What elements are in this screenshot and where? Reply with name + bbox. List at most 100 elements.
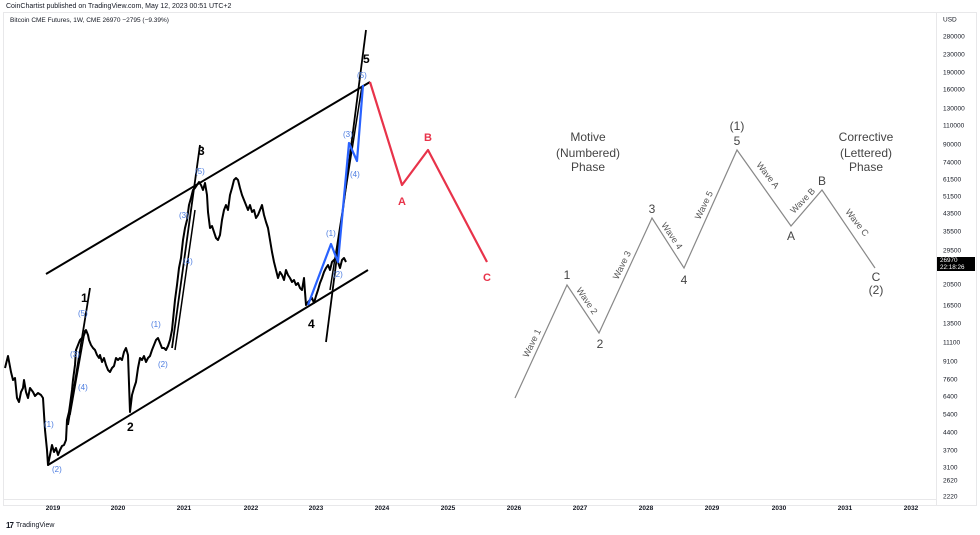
price-axis-label: 3100 [943, 464, 958, 472]
svg-text:(2): (2) [158, 360, 168, 369]
svg-text:(5): (5) [78, 309, 88, 318]
svg-text:3: 3 [649, 202, 656, 216]
svg-text:(2): (2) [52, 465, 62, 474]
symbol-legend[interactable]: Bitcoin CME Futures, 1W, CME 26970 −2795… [10, 17, 169, 24]
time-axis-label: 2020 [110, 505, 126, 512]
wave-label-2: 2 [127, 420, 134, 434]
projection-label-a: A [398, 196, 406, 208]
svg-text:(3): (3) [70, 350, 80, 359]
time-axis-label: 2022 [243, 505, 259, 512]
tradingview-logo[interactable]: 17 TradingView [6, 521, 54, 530]
svg-text:(1): (1) [730, 119, 745, 133]
time-axis-label: 2032 [903, 505, 919, 512]
time-axis-label: 2028 [638, 505, 654, 512]
time-axis-label: 2021 [176, 505, 192, 512]
price-axis-label: 230000 [943, 51, 965, 59]
time-axis-label: 2024 [374, 505, 390, 512]
price-axis-label: 4400 [943, 429, 958, 437]
price-axis-label: 11100 [943, 339, 961, 347]
time-axis[interactable]: 2019 2020 2021 2022 2023 2024 2025 2026 2027 2028… [3, 499, 936, 518]
bar-countdown: 22:18:26 [940, 264, 965, 271]
time-axis-label: 2026 [506, 505, 522, 512]
projection-label-c: C [483, 272, 491, 284]
publisher-line: CoinChartist published on TradingView.co… [6, 3, 232, 10]
abc-correction-projection[interactable] [368, 81, 488, 263]
price-axis-label: 20500 [943, 281, 962, 289]
time-axis-label: 2023 [308, 505, 324, 512]
current-price: 26970 [940, 257, 958, 264]
price-axis-label: 7600 [943, 376, 958, 384]
svg-text:(4): (4) [350, 170, 360, 179]
time-axis-label: 2029 [704, 505, 720, 512]
svg-text:(2): (2) [333, 270, 343, 279]
wave5-subwave-projection[interactable] [306, 84, 365, 306]
svg-text:A: A [787, 229, 795, 243]
svg-text:Phase: Phase [571, 160, 605, 174]
price-axis-label: 16500 [943, 302, 962, 310]
price-axis-label: 13500 [943, 320, 962, 328]
svg-text:Corrective: Corrective [839, 130, 894, 144]
svg-text:(4): (4) [78, 383, 88, 392]
svg-text:(3): (3) [343, 130, 353, 139]
elliott-wave-names: Wave 1 Wave 2 Wave 3 Wave 4 Wave 5 Wave … [521, 160, 871, 359]
price-axis-label: 2620 [943, 477, 958, 485]
wave-label-5: 5 [363, 52, 370, 66]
svg-text:Wave C: Wave C [843, 207, 871, 239]
tradingview-logo-icon: 17 [6, 521, 14, 530]
price-axis-label: 51500 [943, 193, 962, 201]
time-axis-label: 2025 [440, 505, 456, 512]
current-price-tag: 26970 22:18:26 [937, 257, 975, 271]
price-axis-label: 160000 [943, 86, 965, 94]
price-axis-label: 110000 [943, 122, 965, 130]
svg-text:(2): (2) [869, 283, 884, 297]
svg-text:Wave A: Wave A [754, 160, 781, 190]
svg-text:(3): (3) [179, 211, 189, 220]
svg-text:2: 2 [597, 337, 604, 351]
svg-text:(1): (1) [44, 420, 54, 429]
svg-text:(5): (5) [195, 167, 205, 176]
price-axis-label: 74000 [943, 159, 962, 167]
price-axis-label: 6400 [943, 393, 958, 401]
elliott-diagram-line [514, 148, 876, 399]
price-axis-label: 61500 [943, 176, 962, 184]
price-axis-label: 5400 [943, 411, 958, 419]
svg-text:Phase: Phase [849, 160, 883, 174]
svg-text:Motive: Motive [570, 130, 606, 144]
price-axis-label: 29500 [943, 247, 962, 255]
svg-text:1: 1 [564, 268, 571, 282]
price-line[interactable] [4, 177, 347, 466]
svg-text:(1): (1) [326, 229, 336, 238]
channel-upper-line[interactable] [45, 81, 371, 275]
price-axis-label: 35500 [943, 228, 962, 236]
chart-frame [3, 12, 977, 506]
svg-text:5: 5 [734, 134, 741, 148]
tradingview-logo-text: TradingView [15, 522, 55, 529]
wave3-trendline [171, 144, 201, 349]
wave-label-1: 1 [81, 291, 88, 305]
price-axis-label: 2220 [943, 493, 958, 501]
svg-text:B: B [818, 174, 826, 188]
channel-lower-line[interactable] [47, 269, 369, 466]
time-axis-label: 2027 [572, 505, 588, 512]
price-axis-label: 43500 [943, 210, 962, 218]
time-axis-label: 2030 [771, 505, 787, 512]
price-axis-label: 130000 [943, 105, 965, 113]
svg-text:(5): (5) [357, 71, 367, 80]
primary-wave-labels: 1 2 3 4 5 [81, 52, 370, 434]
projection-label-b: B [424, 132, 432, 144]
price-axis-currency: USD [943, 16, 957, 24]
svg-text:4: 4 [681, 273, 688, 287]
price-axis-label: 190000 [943, 69, 965, 77]
price-axis[interactable]: USD 280000 230000 190000 160000 130000 110000… [936, 12, 978, 506]
wave1-trendline-2 [69, 329, 86, 416]
svg-text:(4): (4) [183, 257, 193, 266]
price-axis-label: 9100 [943, 358, 958, 366]
wave-label-3: 3 [198, 144, 205, 158]
svg-text:(1): (1) [151, 320, 161, 329]
price-axis-label: 90000 [943, 141, 962, 149]
svg-text:(Numbered): (Numbered) [556, 146, 620, 160]
svg-text:C: C [872, 270, 881, 284]
wave3-trendline-2 [174, 209, 196, 351]
time-axis-label: 2031 [837, 505, 853, 512]
